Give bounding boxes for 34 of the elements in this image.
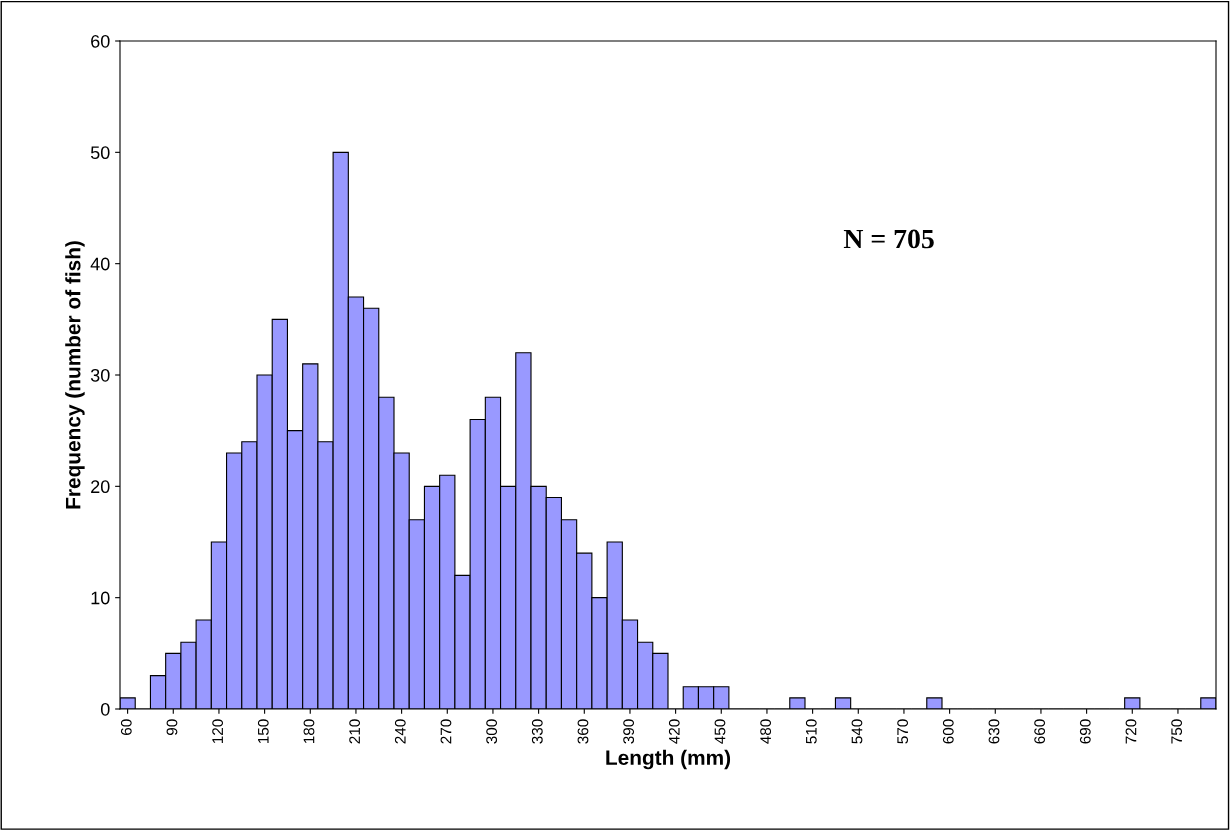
x-tick-label: 720 [1125, 719, 1137, 744]
x-tick-label: 690 [1079, 719, 1091, 744]
x-tick-label: 450 [714, 719, 726, 744]
x-tick-label: 390 [623, 719, 635, 744]
x-tick-label: 180 [303, 719, 315, 744]
y-tick-label: 20 [91, 480, 110, 494]
x-tick-label: 570 [897, 719, 909, 744]
y-tick-label: 40 [90, 257, 110, 271]
annotation: N = 705 [843, 229, 934, 249]
x-tick-label: 630 [988, 719, 1000, 744]
y-tick-label: 10 [91, 591, 110, 605]
y-tick-label: 30 [90, 368, 110, 382]
x-tick-label: 600 [942, 719, 954, 744]
x-tick-label: 750 [1171, 719, 1183, 744]
y-tick-label: 50 [90, 146, 110, 160]
y-axis-title: Frequency (number of fish) [65, 241, 85, 509]
x-tick-label: 60 [120, 719, 132, 735]
x-tick-label: 210 [349, 719, 361, 744]
x-tick-label: 300 [486, 719, 498, 744]
x-tick-label: 480 [760, 719, 772, 744]
x-axis-title: Length (mm) [606, 749, 731, 770]
x-tick-label: 660 [1034, 719, 1046, 744]
y-tick-label: 0 [100, 702, 110, 716]
x-tick-label: 120 [212, 719, 224, 744]
x-tick-label: 90 [166, 719, 178, 735]
x-tick-label: 270 [440, 719, 452, 744]
x-tick-label: 540 [851, 719, 863, 744]
x-tick-label: 150 [257, 719, 269, 744]
x-tick-label: 420 [668, 719, 680, 744]
y-tick-label: 60 [91, 34, 110, 48]
x-tick-label: 330 [531, 719, 543, 744]
x-tick-label: 240 [394, 719, 406, 744]
x-tick-label: 360 [577, 719, 589, 744]
x-tick-label: 510 [805, 719, 817, 744]
